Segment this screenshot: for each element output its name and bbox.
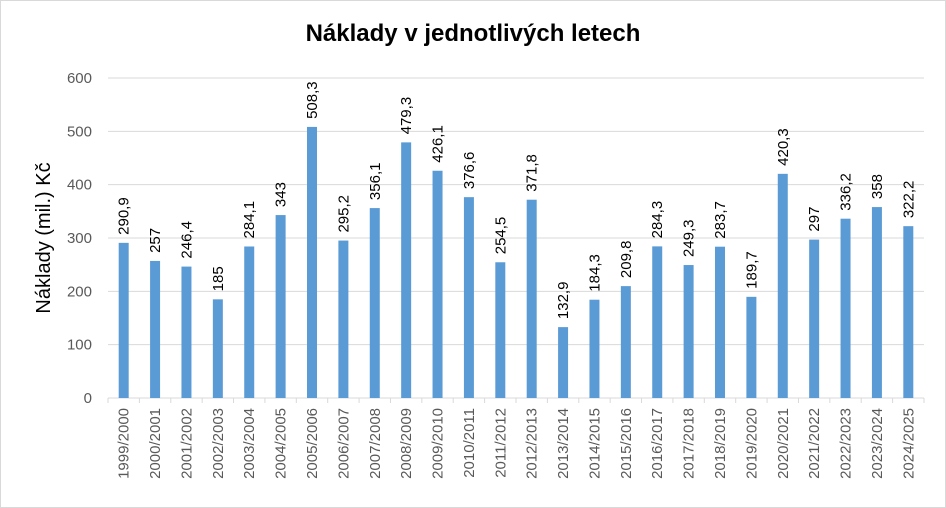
data-label: 189,7 [743, 251, 760, 289]
chart-title: Náklady v jednotlivých letech [305, 20, 641, 47]
y-tick-label: 400 [67, 177, 92, 194]
bar [746, 296, 757, 398]
bar [683, 265, 694, 398]
bar [558, 327, 569, 398]
y-tick-label: 0 [84, 390, 92, 407]
x-tick-label: 2011/2012 [492, 408, 509, 478]
x-tick-label: 2022/2023 [838, 408, 855, 479]
x-tick-label: 2016/2017 [649, 408, 666, 479]
bar [589, 299, 600, 398]
bar [620, 286, 631, 398]
data-label: 295,2 [335, 195, 352, 233]
x-tick-label: 2003/2004 [241, 408, 258, 479]
data-label: 284,1 [241, 201, 258, 239]
data-label: 322,2 [900, 181, 917, 219]
bar [212, 299, 223, 398]
data-label: 185 [210, 266, 227, 291]
data-label: 284,3 [649, 201, 666, 239]
data-label: 290,9 [116, 197, 133, 235]
x-tick-label: 2005/2006 [304, 408, 321, 479]
y-tick-label: 100 [67, 337, 92, 354]
x-tick-label: 2008/2009 [398, 408, 415, 479]
bar [526, 199, 537, 398]
x-tick-label: 2013/2014 [555, 408, 572, 479]
x-tick-label: 2015/2016 [618, 408, 635, 479]
x-tick-label: 2010/2011 [461, 408, 478, 478]
y-tick-label: 600 [67, 70, 92, 87]
x-tick-label: 2007/2008 [367, 408, 384, 479]
data-label: 479,3 [398, 97, 415, 135]
bar [871, 207, 882, 398]
bar [840, 218, 851, 398]
x-tick-label: 2000/2001 [147, 408, 164, 479]
y-tick-label: 500 [67, 123, 92, 140]
data-label: 376,6 [461, 152, 478, 190]
data-label: 297 [806, 207, 823, 232]
x-tick-label: 2021/2022 [806, 408, 823, 479]
bar [652, 246, 663, 398]
x-tick-label: 2006/2007 [335, 408, 352, 479]
x-tick-label: 2023/2024 [869, 408, 886, 479]
x-tick-label: 2018/2019 [712, 408, 729, 479]
data-label: 336,2 [838, 173, 855, 211]
x-tick-label: 2012/2013 [524, 408, 541, 479]
data-label: 132,9 [555, 282, 572, 320]
x-tick-label: 2009/2010 [430, 408, 447, 479]
data-label: 356,1 [367, 163, 384, 201]
data-label: 257 [147, 228, 164, 253]
x-tick-label: 2004/2005 [273, 408, 290, 479]
y-tick-label: 200 [67, 283, 92, 300]
bar [903, 226, 914, 398]
bar [275, 215, 286, 398]
bar [463, 197, 474, 398]
bar [369, 208, 380, 398]
x-tick-label: 2001/2002 [178, 408, 195, 479]
data-label: 358 [869, 174, 886, 199]
data-label: 283,7 [712, 201, 729, 239]
bar [777, 173, 788, 398]
bar [150, 260, 161, 398]
data-label: 508,3 [304, 81, 321, 119]
bar [338, 240, 349, 398]
x-tick-label: 2017/2018 [681, 408, 698, 479]
bar [715, 246, 725, 398]
x-tick-label: 1999/2000 [116, 408, 133, 479]
bar [307, 126, 317, 398]
x-tick-label: 2020/2021 [775, 408, 792, 479]
bar [244, 246, 255, 398]
x-tick-label: 2019/2020 [743, 408, 760, 479]
x-tick-label: 2002/2003 [210, 408, 227, 479]
bar [495, 262, 506, 398]
bar [809, 239, 820, 398]
data-label: 343 [273, 182, 290, 207]
data-label: 246,4 [178, 221, 195, 259]
data-label: 371,8 [524, 154, 541, 192]
data-label: 249,3 [681, 219, 698, 257]
bar [432, 170, 443, 398]
data-label: 420,3 [775, 128, 792, 166]
x-tick-label: 2024/2025 [900, 408, 917, 479]
bar [401, 142, 412, 398]
y-axis-label: Náklady (mil.) Kč [33, 162, 55, 313]
data-label: 254,5 [492, 217, 509, 255]
y-tick-label: 300 [67, 230, 92, 247]
data-label: 184,3 [586, 254, 603, 292]
x-tick-label: 2014/2015 [586, 408, 603, 479]
data-label: 426,1 [430, 125, 447, 163]
bar [181, 266, 192, 398]
bar [118, 242, 129, 398]
data-label: 209,8 [618, 241, 635, 279]
